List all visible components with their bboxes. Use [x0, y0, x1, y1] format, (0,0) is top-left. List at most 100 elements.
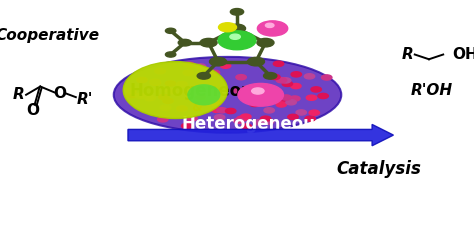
Circle shape [178, 39, 191, 46]
Text: R: R [401, 47, 413, 62]
Circle shape [286, 100, 296, 105]
Circle shape [291, 83, 301, 89]
Circle shape [226, 108, 236, 114]
Circle shape [260, 116, 271, 121]
Circle shape [187, 116, 197, 121]
Circle shape [160, 105, 171, 110]
Circle shape [165, 52, 176, 57]
Circle shape [304, 74, 315, 79]
Text: R': R' [76, 91, 92, 107]
Circle shape [230, 34, 240, 39]
FancyArrow shape [128, 124, 393, 146]
Text: O: O [54, 86, 67, 101]
Circle shape [276, 102, 287, 107]
Circle shape [163, 98, 173, 104]
Circle shape [159, 94, 169, 100]
Circle shape [318, 93, 328, 99]
Circle shape [257, 94, 268, 99]
Circle shape [197, 73, 210, 79]
Circle shape [264, 119, 274, 124]
Circle shape [276, 78, 287, 83]
Text: OH: OH [453, 47, 474, 62]
Ellipse shape [114, 57, 341, 133]
Circle shape [252, 88, 264, 94]
Circle shape [219, 23, 237, 32]
Ellipse shape [123, 62, 228, 118]
Circle shape [256, 98, 267, 104]
Circle shape [214, 115, 225, 120]
Circle shape [137, 77, 147, 83]
Circle shape [126, 89, 136, 94]
Circle shape [210, 57, 227, 66]
Circle shape [183, 70, 193, 75]
Circle shape [247, 57, 264, 66]
Circle shape [249, 101, 260, 107]
Circle shape [182, 123, 192, 128]
Circle shape [257, 21, 288, 36]
Circle shape [296, 110, 306, 115]
Text: Catalysis: Catalysis [337, 160, 422, 178]
Circle shape [321, 75, 332, 80]
Circle shape [305, 116, 315, 121]
Ellipse shape [187, 84, 220, 105]
Circle shape [288, 114, 298, 119]
Circle shape [249, 87, 259, 92]
Circle shape [209, 70, 219, 75]
Circle shape [282, 81, 292, 87]
Circle shape [200, 38, 217, 47]
Circle shape [145, 96, 155, 101]
Circle shape [306, 95, 317, 100]
Circle shape [280, 96, 290, 101]
Circle shape [218, 31, 256, 50]
Text: Cooperative: Cooperative [0, 28, 100, 43]
Circle shape [150, 79, 160, 84]
Circle shape [220, 63, 231, 68]
Circle shape [311, 87, 321, 92]
Circle shape [211, 100, 221, 105]
Text: &: & [191, 101, 202, 114]
Circle shape [165, 81, 176, 86]
Circle shape [270, 74, 280, 80]
Circle shape [155, 68, 165, 74]
Circle shape [150, 80, 161, 85]
Circle shape [241, 124, 252, 129]
Circle shape [241, 114, 251, 119]
Circle shape [264, 108, 274, 113]
Circle shape [177, 82, 187, 87]
Circle shape [184, 62, 195, 67]
Circle shape [165, 28, 176, 33]
Circle shape [264, 73, 277, 79]
Circle shape [217, 108, 227, 113]
Circle shape [273, 61, 284, 66]
Circle shape [257, 38, 274, 47]
Circle shape [237, 116, 247, 121]
Circle shape [165, 89, 176, 94]
Circle shape [238, 83, 283, 106]
Circle shape [228, 24, 246, 33]
Circle shape [281, 95, 292, 100]
Circle shape [281, 78, 291, 83]
Circle shape [265, 23, 274, 27]
Circle shape [195, 64, 206, 69]
Circle shape [291, 72, 301, 77]
Text: O: O [27, 103, 40, 118]
Circle shape [256, 88, 266, 94]
Circle shape [230, 9, 244, 15]
Text: Homogeneous: Homogeneous [130, 82, 264, 100]
Circle shape [290, 96, 300, 101]
Circle shape [234, 88, 244, 93]
Circle shape [254, 120, 264, 125]
Circle shape [127, 93, 137, 98]
Text: R'OH: R'OH [410, 82, 452, 98]
Circle shape [234, 118, 244, 123]
Circle shape [212, 107, 222, 113]
Text: Heterogeneous: Heterogeneous [182, 115, 326, 133]
Circle shape [309, 110, 319, 115]
Circle shape [187, 91, 198, 96]
Circle shape [177, 106, 187, 111]
Circle shape [236, 75, 246, 80]
Circle shape [157, 117, 168, 122]
Text: R: R [13, 87, 25, 102]
Circle shape [195, 94, 206, 100]
Circle shape [135, 93, 146, 98]
